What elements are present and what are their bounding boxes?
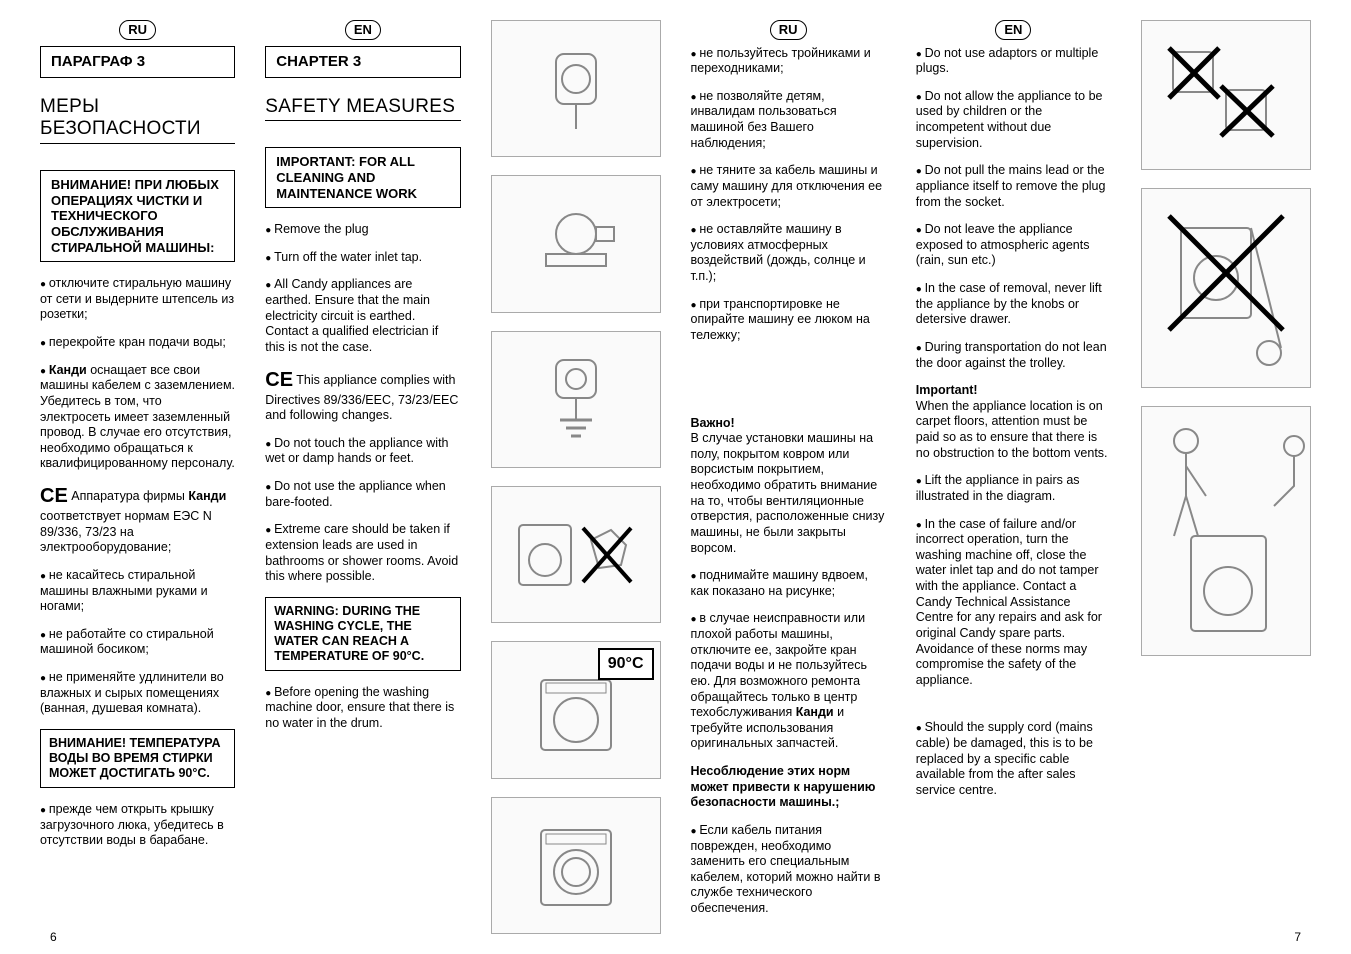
lang-badge-en1: EN (345, 20, 381, 40)
illus-col-right (1141, 20, 1311, 934)
illus-lift (1141, 406, 1311, 656)
en1-b1: Remove the plug (265, 222, 460, 238)
important-ru: ВНИМАНИЕ! ПРИ ЛЮБЫХ ОПЕРАЦИЯХ ЧИСТКИ И Т… (40, 170, 235, 262)
ce-mark-icon: CE (40, 485, 68, 507)
en1-b7: Before opening the washing machine door,… (265, 685, 460, 732)
ru1-b3: Канди оснащает все свои машины кабелем с… (40, 363, 235, 472)
en2-b5: In the case of removal, never lift the a… (916, 281, 1111, 328)
ru1-b2: перекройте кран подачи воды; (40, 335, 235, 351)
chapter-en: CHAPTER 3 (265, 46, 460, 78)
ce-mark-icon: CE (265, 369, 293, 391)
ru1-warn: ВНИМАНИЕ! ТЕМПЕРАТУРА ВОДЫ ВО ВРЕМЯ СТИР… (40, 729, 235, 788)
en2-b2: Do not allow the appliance to be used by… (916, 89, 1111, 152)
illus-plug (491, 20, 661, 157)
illus-tap (491, 175, 661, 312)
ru2-b7: в случае неисправности или плохой работы… (691, 611, 886, 752)
col-en-left: EN CHAPTER 3 SAFETY MEASURES IMPORTANT: … (265, 20, 460, 934)
en1-b6: Extreme care should be taken if extensio… (265, 522, 460, 585)
page-num-left: 6 (50, 930, 57, 944)
ru2-important: Важно!В случае установки машины на полу,… (691, 416, 886, 557)
ru2-b1: не пользуйтесь тройниками и переходникам… (691, 46, 886, 77)
illus-nowethands (491, 486, 661, 623)
ru2-b4: не оставляйте машину в условиях атмосфер… (691, 222, 886, 285)
chapter-ru: ПАРАГРАФ 3 (40, 46, 235, 78)
en1-warn: WARNING: DURING THE WASHING CYCLE, THE W… (265, 597, 460, 671)
illus-noadaptor (1141, 20, 1311, 170)
en1-ce: CE This appliance complies with Directiv… (265, 368, 460, 424)
illus-earth (491, 331, 661, 468)
en2-b1: Do not use adaptors or multiple plugs. (916, 46, 1111, 77)
ru1-b5: не работайте со стиральной машиной босик… (40, 627, 235, 658)
lang-badge-ru1: RU (119, 20, 156, 40)
en1-b5: Do not use the appliance when bare-foote… (265, 479, 460, 510)
en1-b4: Do not touch the appliance with wet or d… (265, 436, 460, 467)
ru2-b5: при транспортировке не опирайте машину е… (691, 297, 886, 344)
ru1-ce: CE Аппаратура фирмы Канди соответствует … (40, 484, 235, 556)
ru1-b7: прежде чем открыть крышку загрузочного л… (40, 802, 235, 849)
en1-b3: All Candy appliances are earthed. Ensure… (265, 277, 460, 355)
ru2-b8: Если кабель питания поврежден, необходим… (691, 823, 886, 917)
en2-b9: Should the supply cord (mains cable) be … (916, 720, 1111, 798)
page-num-right: 7 (1294, 930, 1301, 944)
en1-b2: Turn off the water inlet tap. (265, 250, 460, 266)
en2-important: Important!When the appliance location is… (916, 383, 1111, 461)
col-en-right: EN Do not use adaptors or multiple plugs… (916, 20, 1111, 934)
ru1-b1: отключите стиральную машину от сети и вы… (40, 276, 235, 323)
en2-b8: In the case of failure and/or incorrect … (916, 517, 1111, 689)
illus-col-left: 90°C (491, 20, 661, 934)
important-en: IMPORTANT: FOR ALL CLEANING AND MAINTENA… (265, 147, 460, 208)
ru2-norm: Несоблюдение этих норм может привести к … (691, 764, 886, 811)
en2-b6: During transportation do not lean the do… (916, 340, 1111, 371)
en2-b3: Do not pull the mains lead or the applia… (916, 163, 1111, 210)
lang-badge-ru2: RU (770, 20, 807, 40)
ru1-b6: не применяйте удлинители во влажных и сы… (40, 670, 235, 717)
temp-label: 90°C (598, 648, 654, 679)
section-ru: МЕРЫ БЕЗОПАСНОСТИ (40, 96, 235, 145)
col-ru-right: RU не пользуйтесь тройниками и переходни… (691, 20, 886, 934)
illus-door (491, 797, 661, 934)
col-ru-left: RU ПАРАГРАФ 3 МЕРЫ БЕЗОПАСНОСТИ ВНИМАНИЕ… (40, 20, 235, 934)
ru2-b3: не тяните за кабель машины и саму машину… (691, 163, 886, 210)
lang-badge-en2: EN (995, 20, 1031, 40)
ru2-b6: поднимайте машину вдвоем, как показано н… (691, 568, 886, 599)
illus-trolley (1141, 188, 1311, 388)
ru2-b2: не позволяйте детям, инвалидам пользоват… (691, 89, 886, 152)
en2-b4: Do not leave the appliance exposed to at… (916, 222, 1111, 269)
section-en: SAFETY MEASURES (265, 96, 460, 122)
ru1-b4: не касайтесь стиральной машины влажными … (40, 568, 235, 615)
page-wrap: RU ПАРАГРАФ 3 МЕРЫ БЕЗОПАСНОСТИ ВНИМАНИЕ… (40, 20, 1311, 934)
illus-temp: 90°C (491, 641, 661, 778)
en2-b7: Lift the appliance in pairs as illustrat… (916, 473, 1111, 504)
